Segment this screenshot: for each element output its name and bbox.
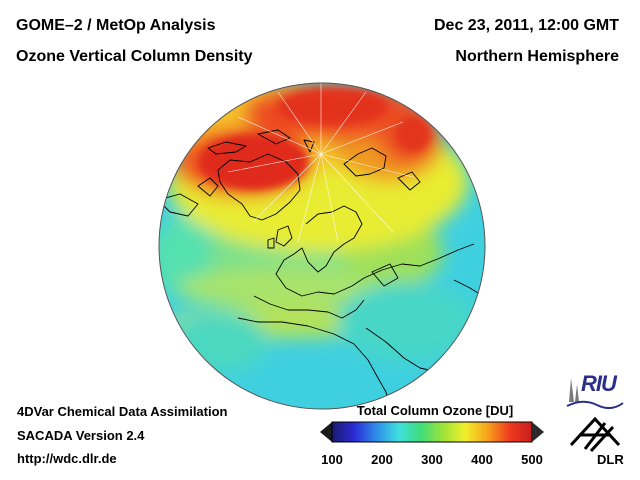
mediterranean-coastline [253,295,365,319]
ozone-hotspots [198,89,431,190]
polar-meridians [227,83,414,243]
colorbar-under-arrow [320,422,332,442]
ozone-globe-map [158,82,486,410]
colorbar-gradient [331,421,533,443]
method-text: 4DVar Chemical Data Assimilation [17,404,228,419]
north-america-coastline [159,193,199,217]
colorbar-tick-label: 200 [371,452,393,467]
globe-outline [158,82,486,410]
title-text: GOME–2 / MetOp Analysis [16,17,216,34]
north-africa-coastline [237,317,391,409]
riu-logo-text: RIU [581,371,617,396]
dlr-logo-text: DLR [597,452,624,467]
region-text: Northern Hemisphere [455,48,619,65]
date-text: Dec 23, 2011, 12:00 GMT [434,17,619,34]
scandinavia-arctic-coastline [343,147,421,191]
colorbar-tick-label: 500 [521,452,543,467]
coastlines [159,129,485,409]
greenland-coastline [217,153,301,221]
riu-logo [566,378,624,409]
url-text: http://wdc.dlr.de [17,451,117,466]
colorbar-tick-label: 400 [471,452,493,467]
version-text: SACADA Version 2.4 [17,428,145,443]
caspian-sea-coastline [371,263,399,287]
colorbar-over-arrow [532,422,544,442]
colorbar-title: Total Column Ozone [DU] [356,403,514,418]
ozone-field-blobs [159,83,478,372]
subtitle-text: Ozone Vertical Column Density [16,48,253,65]
dlr-logo-icon [569,416,621,453]
colorbar [320,421,544,443]
colorbar-tick-label: 100 [321,452,343,467]
british-isles-coastline [267,225,293,249]
arctic-islands-coastline [197,129,315,197]
colorbar-tick-label: 300 [421,452,443,467]
